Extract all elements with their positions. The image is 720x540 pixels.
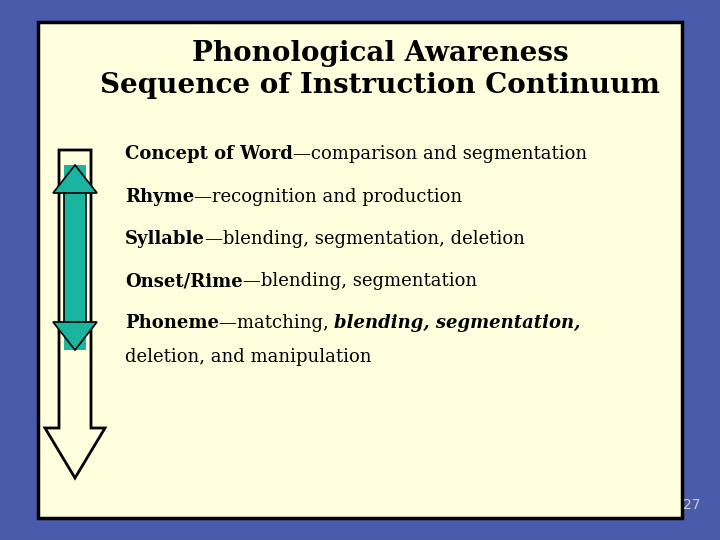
Polygon shape [53, 322, 97, 350]
Text: Concept of Word: Concept of Word [125, 145, 293, 163]
Text: Onset/Rime: Onset/Rime [125, 272, 243, 290]
Text: blending, segmentation,: blending, segmentation, [335, 314, 581, 332]
Text: —recognition and production: —recognition and production [194, 188, 462, 206]
Polygon shape [45, 150, 105, 478]
Text: —blending, segmentation, deletion: —blending, segmentation, deletion [205, 230, 525, 248]
Text: Phoneme: Phoneme [125, 314, 219, 332]
Text: —blending, segmentation: —blending, segmentation [243, 272, 477, 290]
Text: —comparison and segmentation: —comparison and segmentation [293, 145, 587, 163]
Text: Sequence of Instruction Continuum: Sequence of Instruction Continuum [100, 72, 660, 99]
Bar [64, 165, 86, 350]
Text: —matching,: —matching, [219, 314, 335, 332]
Text: deletion, and manipulation: deletion, and manipulation [125, 348, 372, 366]
Text: Rhyme: Rhyme [125, 188, 194, 206]
Bar [38, 22, 682, 518]
Text: Phonological Awareness: Phonological Awareness [192, 40, 568, 67]
Text: Syllable: Syllable [125, 230, 205, 248]
Text: 27: 27 [683, 498, 700, 512]
Polygon shape [53, 165, 97, 193]
